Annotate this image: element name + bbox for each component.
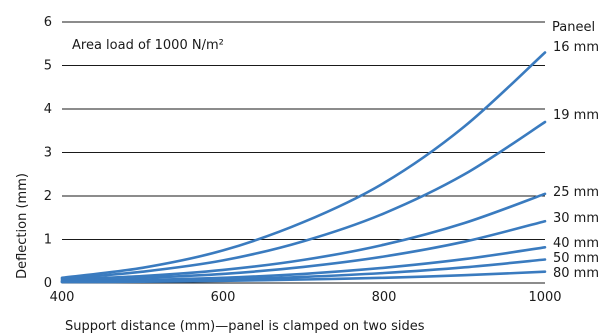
series-line-80mm xyxy=(60,270,547,284)
x-tick-labels: 400 600 800 1000 xyxy=(50,290,562,305)
series-line-19mm xyxy=(60,120,547,280)
series-label: 80 mm xyxy=(553,266,599,281)
series-lines xyxy=(60,51,547,284)
series-label: 19 mm xyxy=(553,108,599,123)
y-tick-labels: 0 1 2 3 4 5 6 xyxy=(44,15,52,291)
series-label: 30 mm xyxy=(553,211,599,226)
series-line-25mm xyxy=(60,192,547,281)
y-tick-label: 0 xyxy=(44,276,52,291)
x-tick-label: 600 xyxy=(211,290,236,305)
chart-annotation: Area load of 1000 N/m² xyxy=(72,38,224,53)
x-axis-title: Support distance (mm)—panel is clamped o… xyxy=(65,319,425,334)
series-label: 50 mm xyxy=(553,251,599,266)
series-line-16mm xyxy=(60,51,547,280)
y-tick-label: 1 xyxy=(44,233,52,248)
series-label: 40 mm xyxy=(553,236,599,251)
grid-lines xyxy=(62,21,545,284)
legend-title: Paneel xyxy=(552,20,595,35)
x-tick-label: 400 xyxy=(50,290,75,305)
y-axis-title: Deflection (mm) xyxy=(15,173,30,279)
y-tick-label: 6 xyxy=(44,15,52,30)
y-tick-label: 4 xyxy=(44,102,52,117)
series-label: 25 mm xyxy=(553,185,599,200)
y-tick-label: 5 xyxy=(44,59,52,74)
x-tick-label: 800 xyxy=(372,290,397,305)
series-label: 16 mm xyxy=(553,40,599,55)
y-tick-label: 2 xyxy=(44,189,52,204)
series-line-30mm xyxy=(60,219,547,282)
y-tick-label: 3 xyxy=(44,146,52,161)
x-tick-label: 1000 xyxy=(528,290,561,305)
